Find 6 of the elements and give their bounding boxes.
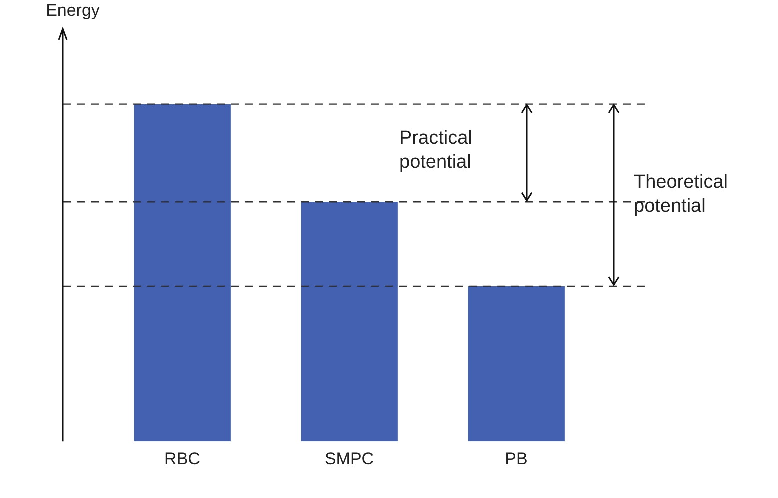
- x-tick-label: PB: [505, 449, 528, 468]
- x-tick-label: SMPC: [324, 449, 374, 468]
- annotation: Theoretical potential: [634, 171, 729, 220]
- annotation: Practical potential: [400, 127, 474, 176]
- y-axis-title: Energy: [46, 1, 100, 20]
- x-tick-label: RBC: [164, 449, 200, 468]
